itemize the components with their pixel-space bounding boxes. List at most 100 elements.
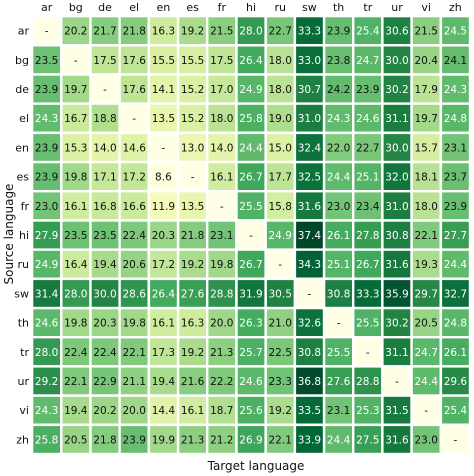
heatmap-cell [179,250,206,278]
heatmap-cell [266,250,294,278]
cell-value-label: 32.5 [298,172,321,184]
cell-value-label: 17.2 [123,172,146,184]
cell-value-label: 14.0 [210,142,233,154]
heatmap-cell [150,396,177,424]
heatmap-cell [33,192,60,220]
cell-value-label: 22.4 [123,230,147,242]
cell-value-label: 24.9 [239,84,262,96]
heatmap-cell [325,250,352,278]
cell-value-label: 22.1 [123,347,146,359]
heatmap-cell [296,309,323,336]
heatmap-cell [442,163,469,190]
cell-value-label: 29.7 [415,288,438,300]
cell-value-label: 30.8 [298,347,321,359]
cell-value-label: 15.2 [181,113,204,125]
y-tick-label: th [18,317,29,330]
heatmap-cell [237,309,265,336]
heatmap-cell [179,17,206,44]
heatmap-cell [442,221,469,249]
heatmap-cell [120,309,148,336]
cell-value-label: 24.9 [35,259,58,271]
heatmap-cell [266,163,294,190]
cell-value-label: 23.1 [327,405,350,417]
heatmap-cell [33,134,60,161]
y-tick-label: zh [16,433,29,446]
heatmap-cell [150,250,177,278]
cell-value-label: 15.5 [152,55,175,67]
cell-value-label: 27.5 [356,434,379,446]
y-tick-label: bg [15,54,29,67]
cell-value-label: 17.1 [93,172,116,184]
cell-value-label: 27.9 [35,230,58,242]
heatmap-cell [62,46,90,74]
heatmap-cell [150,309,177,336]
cell-value-label: 24.4 [327,172,351,184]
x-tick-label: ur [391,1,403,14]
cell-value-label: 33.0 [298,55,321,67]
cell-value-label: 29.6 [444,376,468,388]
heatmap-cell [237,104,265,132]
heatmap-cell [266,426,294,453]
heatmap-cell [62,163,90,190]
cell-value-label: 24.5 [444,26,467,38]
cell-value-label: 26.1 [327,230,350,242]
heatmap-cell [325,396,352,424]
heatmap-cell [120,367,148,395]
y-tick-label: hi [19,229,29,242]
heatmap-cell [442,134,469,161]
cell-value-label: 30.2 [385,84,408,96]
cell-value-label: 28.0 [35,347,58,359]
heatmap-cell [150,338,177,366]
cell-value-label: 25.5 [327,347,350,359]
cell-value-label: 19.9 [152,434,175,446]
x-tick-label: en [157,1,171,14]
heatmap-cell [120,192,148,220]
cell-value-label: 22.4 [93,347,117,359]
heatmap-cell [237,163,265,190]
cell-value-label: 30.6 [385,26,409,38]
heatmap-cell [266,46,294,74]
cell-value-label: 8.6 [155,172,172,184]
cell-value-label: 22.5 [269,347,292,359]
heatmap-cell [237,46,265,74]
heatmap-cell [442,426,469,453]
heatmap-cell [62,75,90,103]
heatmap-cell [266,280,294,307]
heatmap-cell [179,280,206,307]
y-tick-label: tr [20,346,29,359]
cell-value-label: 28.0 [239,26,262,38]
heatmap-cell [62,309,90,336]
cell-value-label: 17.6 [123,55,147,67]
cell-value-label: 19.7 [415,113,438,125]
heatmap-cell [325,426,352,453]
cell-value-label: 17.2 [152,259,175,271]
heatmap-cell [179,192,206,220]
cell-value-label: 24.2 [327,84,350,96]
x-tick-label: vi [421,1,431,14]
heatmap-cell [266,309,294,336]
heatmap-cell [354,426,382,453]
heatmap-cell [208,250,236,278]
cell-value-label: 33.9 [298,434,321,446]
cell-value-label: - [132,113,136,125]
heatmap-cells: - 20.2 21.7 21.8 16.3 19.2 21.5 28.0 22.7 33.3 23.… [33,17,469,453]
cell-value-label: 31.1 [385,113,408,125]
cell-value-label: - [249,230,253,242]
cell-value-label: 30.0 [385,142,408,154]
heatmap-cell [33,221,60,249]
cell-value-label: 22.0 [327,142,350,154]
heatmap-cell [208,17,236,44]
cell-value-label: 13.5 [181,201,204,213]
cell-value-label: 26.7 [239,172,262,184]
x-tick-label: bg [69,1,83,14]
cell-value-label: 24.3 [35,405,58,417]
cell-value-label: 20.2 [64,26,87,38]
cell-value-label: 25.8 [35,434,58,446]
cell-value-label: 20.6 [123,259,147,271]
cell-value-label: - [454,434,458,446]
heatmap-cell [296,75,323,103]
heatmap-cell [354,250,382,278]
cell-value-label: 16.4 [64,259,88,271]
cell-value-label: 31.6 [385,434,409,446]
cell-value-label: 23.5 [93,230,116,242]
